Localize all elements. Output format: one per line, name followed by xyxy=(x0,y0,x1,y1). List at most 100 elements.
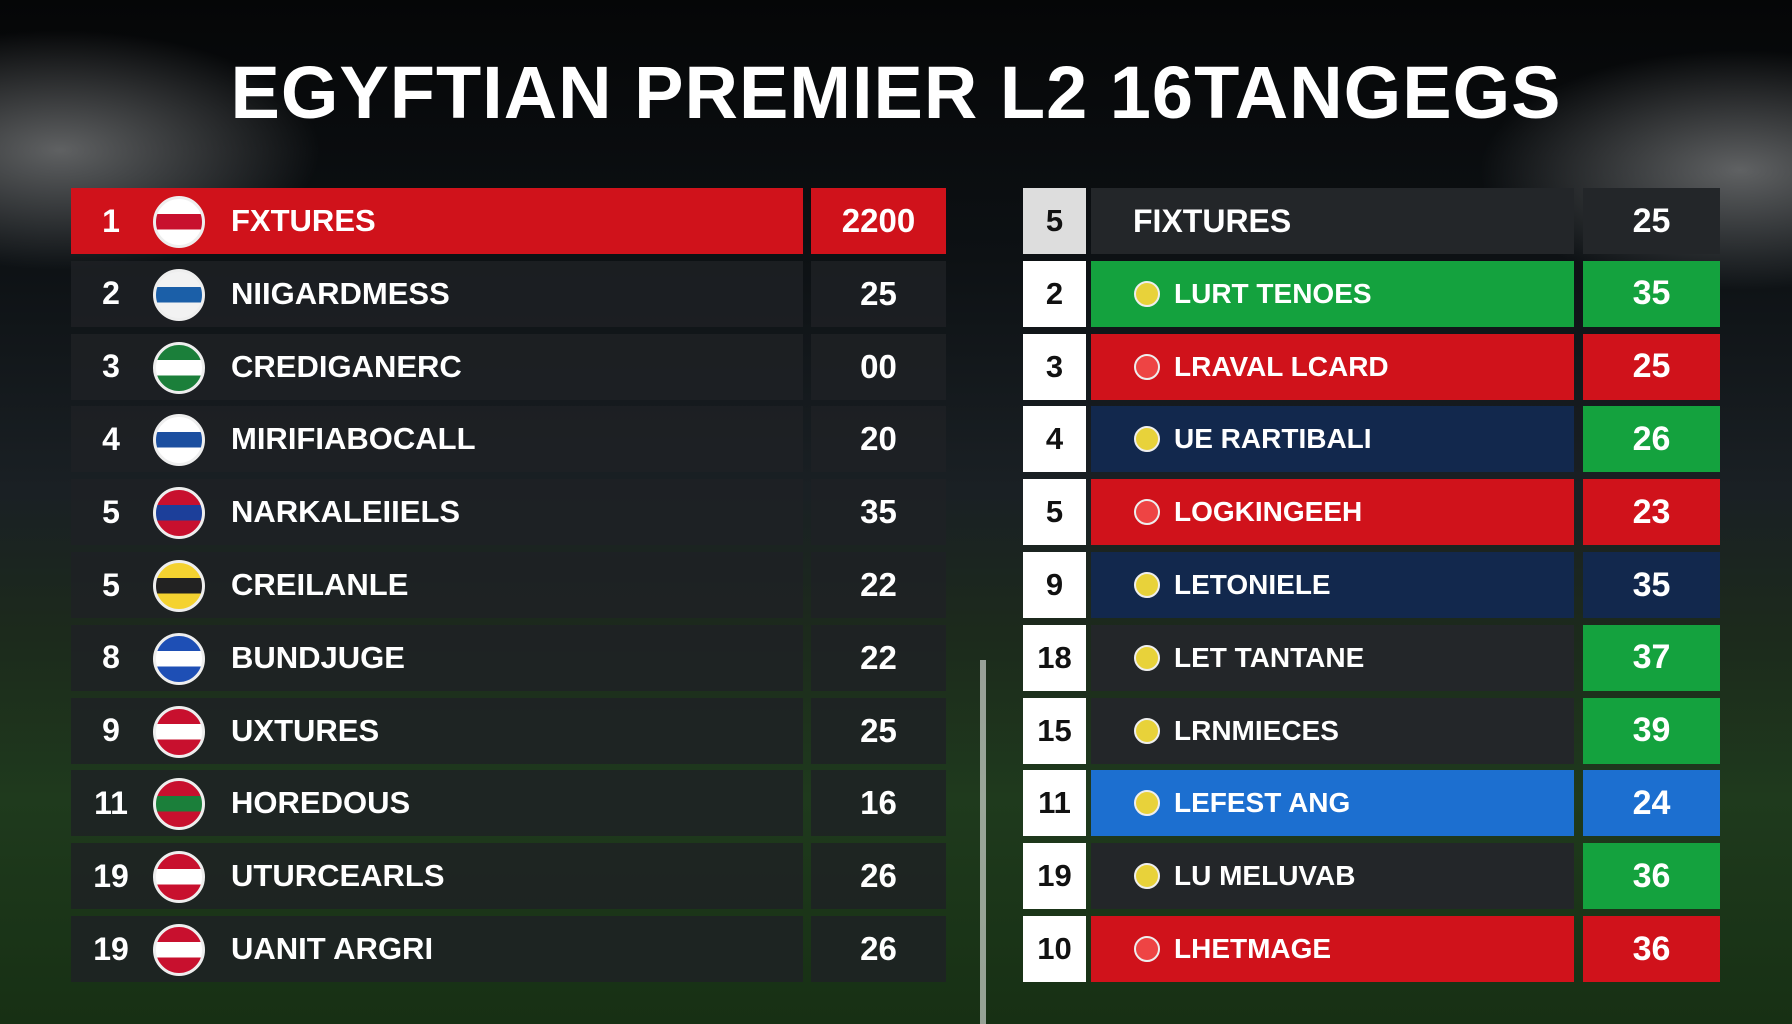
team-name: NIIGARDMESS xyxy=(231,275,450,311)
rank: 3 xyxy=(1023,333,1086,400)
team-badge xyxy=(153,268,205,321)
points: 25 xyxy=(860,711,897,749)
team-badge xyxy=(153,414,205,467)
team-badge xyxy=(1134,353,1160,380)
points-cell xyxy=(1583,406,1720,473)
title: EGYFTIAN PREMIER L2 16TANGEGS xyxy=(230,51,1562,134)
points-cell xyxy=(1583,843,1720,910)
team-name: LRNMIECES xyxy=(1174,714,1339,746)
team-cell xyxy=(1091,697,1574,764)
points-cell xyxy=(1583,770,1720,837)
team-badge xyxy=(153,632,205,685)
rank: 9 xyxy=(1023,552,1086,618)
team-badge xyxy=(153,196,205,248)
team-badge xyxy=(153,851,205,904)
points-cell xyxy=(811,406,946,473)
points: 22 xyxy=(860,566,897,603)
points: 39 xyxy=(1632,711,1671,750)
team-cell xyxy=(1091,770,1574,837)
team-name: LHETMAGE xyxy=(1174,933,1332,964)
team-name: CREDIGANERC xyxy=(231,348,462,384)
team-cell xyxy=(1091,624,1574,691)
points: 20 xyxy=(860,420,897,458)
rank: 3 xyxy=(102,348,120,385)
points-cell xyxy=(1583,479,1720,546)
points: 26 xyxy=(860,857,897,895)
points-cell xyxy=(1583,697,1720,764)
team-cell xyxy=(1091,260,1574,327)
points: 26 xyxy=(1632,419,1671,458)
rank: 2 xyxy=(102,275,120,312)
rank: 8 xyxy=(102,639,120,676)
rank: 2 xyxy=(1023,260,1086,327)
rank: 11 xyxy=(94,784,128,821)
points-cell xyxy=(811,552,946,618)
team-name: MIRIFIABOCALL xyxy=(231,421,476,457)
rank: 11 xyxy=(1023,770,1086,837)
team-badge xyxy=(1134,717,1160,744)
team-badge xyxy=(1134,863,1160,890)
points-cell xyxy=(1583,260,1720,327)
team-badge xyxy=(1134,426,1160,453)
team-cell xyxy=(1091,552,1574,618)
points: 36 xyxy=(1632,856,1671,895)
team-badge xyxy=(153,778,205,831)
rank: 5 xyxy=(102,566,120,603)
rank: 1 xyxy=(102,202,120,239)
team-cell xyxy=(1091,333,1574,400)
points-cell xyxy=(811,697,946,764)
rank: 19 xyxy=(1023,843,1086,910)
points: 23 xyxy=(1632,492,1671,531)
team-name: FIXTURES xyxy=(1133,202,1292,239)
rank: 5 xyxy=(102,493,120,530)
team-cell xyxy=(1091,843,1574,910)
rank: 5 xyxy=(1023,479,1086,546)
team-name: CREILANLE xyxy=(231,567,409,602)
points: 36 xyxy=(1632,929,1671,968)
points: 35 xyxy=(1632,565,1671,604)
points: 00 xyxy=(860,347,897,385)
team-badge xyxy=(1134,572,1160,598)
team-name: LEFEST ANG xyxy=(1174,787,1351,819)
team-badge xyxy=(1134,936,1160,962)
team-cell xyxy=(1091,916,1574,982)
points-cell xyxy=(1583,188,1720,254)
rank: 18 xyxy=(1023,624,1086,691)
team-name: LOGKINGEEH xyxy=(1174,496,1363,528)
points: 25 xyxy=(1632,347,1671,386)
rank: 4 xyxy=(1023,406,1086,473)
team-badge xyxy=(1134,499,1160,526)
team-name: FXTURES xyxy=(231,203,376,238)
points: 37 xyxy=(1632,638,1671,677)
rank: 19 xyxy=(93,857,129,894)
points: 35 xyxy=(860,493,897,531)
rank: 9 xyxy=(102,712,120,749)
team-badge xyxy=(153,487,205,540)
rank: 4 xyxy=(102,420,120,457)
team-badge xyxy=(1134,790,1160,817)
team-name: BUNDJUGE xyxy=(231,639,405,675)
points-cell xyxy=(1583,552,1720,618)
points-cell xyxy=(1583,333,1720,400)
team-name: LET TANTANE xyxy=(1174,641,1365,673)
team-name: NARKALEIIELS xyxy=(231,494,461,530)
points-cell xyxy=(1583,916,1720,982)
team-name: UTURCEARLS xyxy=(231,858,445,894)
team-badge xyxy=(1134,644,1160,671)
points: 25 xyxy=(860,274,897,312)
points-cell xyxy=(811,260,946,327)
points: 35 xyxy=(1632,274,1671,313)
points: 16 xyxy=(860,784,897,822)
rank: 10 xyxy=(1023,916,1086,982)
team-badge xyxy=(1134,280,1160,307)
points: 24 xyxy=(1632,783,1671,822)
points-cell xyxy=(811,770,946,837)
pitch-line xyxy=(980,660,986,1024)
team-cell xyxy=(1091,479,1574,546)
rank: 5 xyxy=(1023,188,1086,254)
points: 2200 xyxy=(841,202,916,239)
team-name: UANIT ARGRI xyxy=(231,931,434,966)
points-cell xyxy=(811,843,946,910)
points: 22 xyxy=(860,638,897,676)
team-badge xyxy=(153,705,205,758)
